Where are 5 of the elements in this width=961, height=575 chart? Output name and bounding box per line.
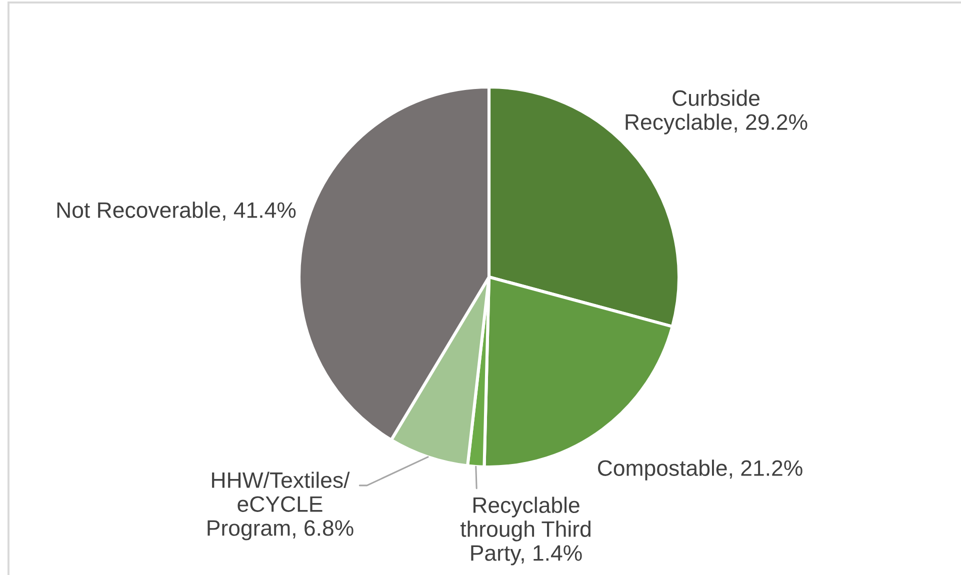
slice-label: Not Recoverable, 41.4%: [57, 202, 296, 221]
slice-label: Curbside Recyclable, 29.2%: [626, 90, 808, 134]
slice-label: Recyclable through Third Party, 1.4%: [460, 496, 590, 566]
slice-label: HHW/Textiles/ eCYCLE Program, 6.8%: [208, 472, 354, 540]
slice-label: Compostable, 21.2%: [598, 460, 802, 480]
